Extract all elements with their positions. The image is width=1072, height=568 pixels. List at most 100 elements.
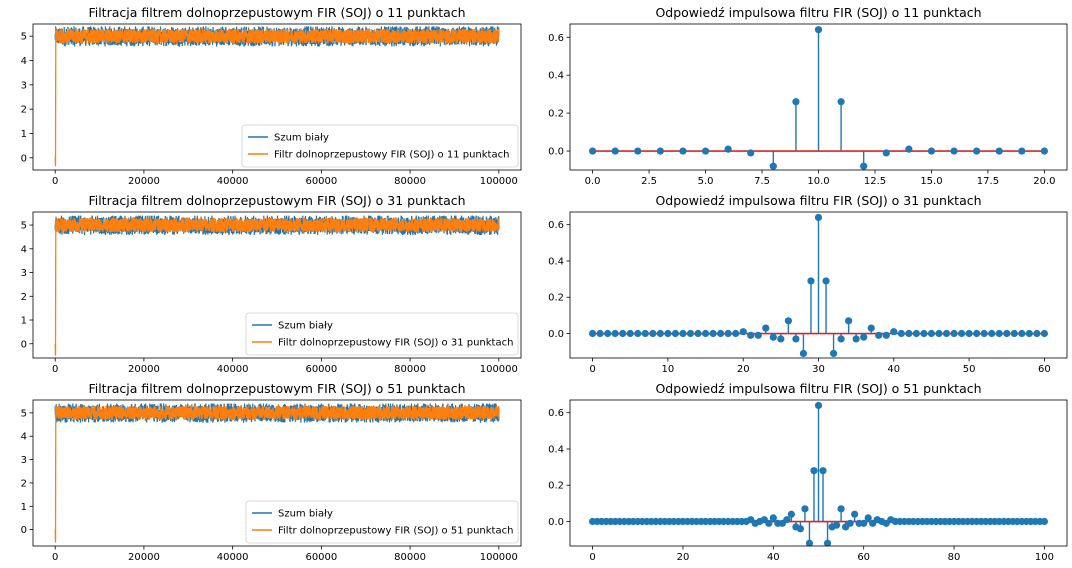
series-filtr	[54, 404, 500, 543]
stem-marker	[732, 329, 740, 338]
legend-label: Szum biały	[274, 133, 329, 144]
series-filtr	[54, 26, 500, 167]
y-tick-label: 0.6	[548, 408, 564, 419]
x-tick-label: 20	[677, 552, 690, 563]
stem-marker	[656, 329, 664, 338]
stem-marker	[980, 329, 988, 338]
stem-marker	[787, 510, 795, 518]
stem-marker	[837, 98, 845, 106]
stem-marker	[777, 335, 785, 343]
y-tick-label: 1	[21, 129, 27, 140]
stem-marker	[935, 329, 943, 338]
axes-frame	[32, 23, 522, 171]
stem-marker	[822, 277, 830, 285]
subplot-4: Filtracja filtrem dolnoprzepustowym FIR …	[21, 381, 522, 563]
chart-title: Filtracja filtrem dolnoprzepustowym FIR …	[88, 193, 465, 208]
stem-marker	[805, 539, 814, 546]
y-tick-label: 4	[21, 244, 27, 255]
stem-marker	[973, 329, 981, 338]
stem-marker	[634, 147, 642, 155]
stem-marker	[920, 329, 928, 338]
stem-marker	[754, 331, 762, 339]
x-tick-label: 60000	[305, 176, 337, 187]
x-tick-label: 0	[589, 552, 595, 563]
x-tick-label: 5.0	[698, 176, 714, 187]
stem-marker	[927, 147, 936, 155]
y-tick-label: 0	[21, 153, 27, 164]
stem-marker	[694, 329, 702, 338]
stem-marker	[832, 521, 841, 529]
legend-label: Filtr dolnoprzepustowy FIR (SOJ) o 31 pu…	[278, 338, 513, 349]
stem-marker	[679, 147, 687, 155]
stem-marker	[864, 514, 872, 522]
y-tick-label: 0.2	[548, 109, 564, 120]
stem-marker	[709, 329, 717, 338]
chart-title: Filtracja filtrem dolnoprzepustowym FIR …	[88, 381, 465, 396]
y-tick-label: 2	[21, 478, 27, 489]
y-tick-label: 4	[21, 432, 27, 443]
subplot-3: Odpowiedź impulsowa filtru FIR (SOJ) o 3…	[548, 193, 1068, 375]
x-tick-label: 0	[589, 364, 595, 375]
x-tick-label: 100000	[480, 176, 518, 187]
stem-marker	[905, 145, 913, 153]
stem-marker	[701, 147, 710, 155]
stem-marker	[890, 328, 898, 336]
stem-marker	[765, 519, 773, 527]
subplot-2: Filtracja filtrem dolnoprzepustowym FIR …	[21, 193, 522, 375]
y-tick-label: 0.6	[548, 220, 564, 231]
legend-label: Szum biały	[278, 321, 333, 332]
stem-marker	[965, 329, 973, 338]
x-tick-label: 0.0	[585, 176, 601, 187]
stem-marker	[1003, 329, 1011, 338]
stem-marker	[1025, 329, 1033, 338]
stem-marker	[1018, 147, 1026, 155]
legend: Szum biały Filtr dolnoprzepustowy FIR (SO…	[245, 500, 519, 544]
stem-marker	[762, 324, 770, 332]
x-tick-label: 30	[812, 364, 825, 375]
x-tick-label: 20.0	[1033, 176, 1055, 187]
stem-marker	[724, 145, 732, 153]
stem-marker	[671, 329, 680, 338]
x-tick-label: 60000	[305, 552, 337, 563]
stem-marker	[701, 329, 710, 338]
stem-marker	[1018, 329, 1026, 338]
stem-marker	[995, 147, 1003, 155]
x-tick-label: 80	[948, 552, 961, 563]
y-tick-label: 0.4	[548, 444, 564, 455]
y-tick-label: 0.2	[548, 481, 564, 492]
stem-marker	[807, 277, 815, 285]
x-tick-label: 2.5	[641, 176, 657, 187]
stem-marker	[796, 525, 805, 533]
stem-marker	[905, 329, 913, 338]
stem-marker	[852, 335, 860, 343]
stem-marker	[656, 147, 664, 155]
stem-marker	[814, 213, 823, 222]
y-tick-label: 1	[21, 316, 27, 327]
stem-marker	[641, 329, 649, 338]
y-tick-label: 5	[21, 221, 27, 232]
y-tick-label: 0.4	[548, 71, 564, 82]
subplot-0: Filtracja filtrem dolnoprzepustowym FIR …	[21, 5, 522, 187]
stem-marker	[942, 329, 951, 338]
stem-marker	[846, 519, 854, 527]
stem-marker	[679, 329, 687, 338]
stem-marker	[814, 26, 823, 34]
stem-marker	[897, 329, 905, 338]
legend-label: Filtr dolnoprzepustowy FIR (SOJ) o 51 pu…	[278, 526, 513, 537]
stem-marker	[957, 329, 966, 338]
x-tick-label: 100	[1035, 552, 1054, 563]
subplot-5: Odpowiedź impulsowa filtru FIR (SOJ) o 5…	[548, 381, 1068, 563]
y-tick-label: 3	[21, 455, 27, 466]
stem-marker	[988, 329, 996, 338]
plot-area	[54, 403, 500, 543]
x-tick-label: 80000	[394, 364, 426, 375]
legend: Szum biały Filtr dolnoprzepustowy FIR (SO…	[241, 124, 519, 168]
stem-marker	[783, 516, 791, 524]
x-tick-label: 60	[1038, 364, 1051, 375]
stem-marker	[860, 333, 868, 341]
stem-marker	[769, 162, 777, 170]
chart-title: Filtracja filtrem dolnoprzepustowym FIR …	[88, 5, 465, 20]
x-tick-label: 20000	[128, 364, 160, 375]
plot-area	[588, 401, 1049, 546]
y-tick-label: 0	[21, 339, 27, 350]
